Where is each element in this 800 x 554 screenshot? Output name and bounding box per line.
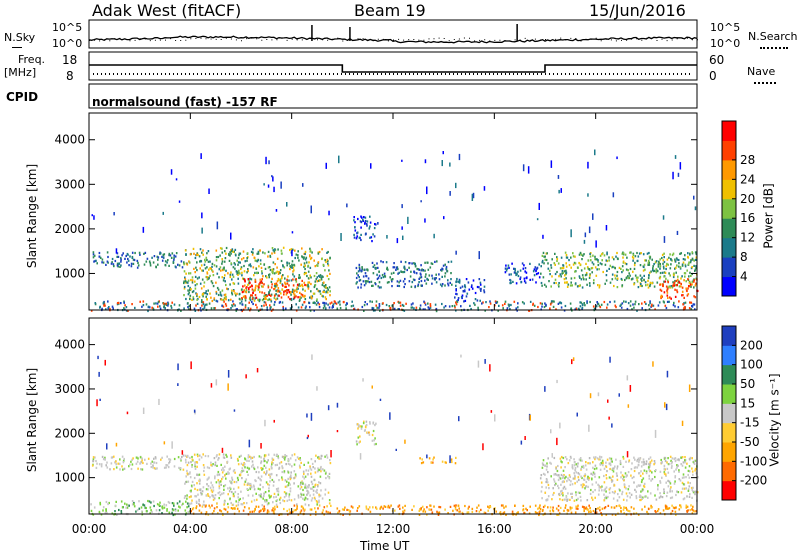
power-colorbar-seg-0 [722, 276, 736, 297]
nsky-label: N.Sky [4, 31, 36, 44]
power-colorbar-seg-1 [722, 257, 736, 278]
nsearch-trace [89, 37, 698, 42]
date-title: 15/Jun/2016 [589, 1, 686, 20]
nsky-trace [88, 35, 698, 44]
nsky-legend-line [12, 47, 22, 48]
power-colorbar-seg-6 [722, 159, 736, 180]
velocity-heatmap-cells [90, 354, 699, 517]
power-ytick-label-1: 2000 [54, 222, 85, 236]
velocity-colorbar-label-3: 15 [740, 396, 755, 410]
nsearch-label: N.Search [748, 30, 798, 43]
nsky-panel-frame [88, 19, 698, 49]
velocity-colorbar-seg-8 [722, 326, 736, 346]
power-colorbar-seg-7 [722, 140, 736, 161]
cpid-panel-frame [88, 83, 698, 109]
velocity-colorbar-frame [721, 325, 737, 501]
power-colorbar-seg-4 [722, 198, 736, 219]
nave-tick-bottom: 0 [709, 69, 717, 83]
power-colorbar-label-1: 8 [740, 250, 748, 264]
velocity-colorbar-seg-4 [722, 403, 736, 424]
freq-trace [89, 64, 697, 73]
power-colorbar-label-0: 4 [740, 270, 748, 284]
xtick-label-6: 00:00 [680, 522, 715, 536]
power-colorbar-seg-5 [722, 179, 736, 200]
velocity-colorbar-seg-3 [722, 422, 736, 443]
velocity-colorbar-label-7: -200 [740, 474, 767, 488]
power-ytick-label-2: 3000 [54, 177, 85, 191]
xtick-label-0: 00:00 [72, 522, 107, 536]
cpid-label: CPID [6, 90, 39, 104]
power-colorbar-seg-3 [722, 218, 736, 239]
power-colorbar-label-6: 28 [740, 153, 755, 167]
velocity-colorbar-seg-0 [722, 480, 736, 501]
nsearch-tick-bottom: 10^0 [710, 37, 741, 50]
freq-panel-frame [88, 51, 698, 81]
velocity-colorbar-label-0: 200 [740, 338, 763, 352]
velocity-colorbar-seg-5 [722, 384, 736, 404]
velocity-panel-frame [88, 317, 698, 515]
freq-tick-top: 18 [62, 53, 78, 67]
power-colorbar-seg-8 [722, 121, 736, 141]
velocity-colorbar-seg-2 [722, 442, 736, 462]
nsky-tick-top: 10^5 [52, 21, 83, 34]
power-heatmap-cells [90, 149, 699, 313]
power-colorbar-label-5: 24 [740, 172, 755, 186]
power-colorbar-label-4: 20 [740, 192, 755, 206]
power-colorbar-seg-2 [722, 237, 736, 258]
nave-tick-top: 60 [709, 53, 725, 67]
xtick-label-5: 20:00 [578, 522, 613, 536]
velocity-colorbar-label-2: 50 [740, 377, 755, 391]
power-colorbar-label-2: 12 [740, 231, 755, 245]
xtick-label-4: 16:00 [477, 522, 512, 536]
nave-legend-line [754, 82, 776, 84]
freq-tick-bottom: 8 [66, 69, 74, 83]
velocity-ytick-label-3: 4000 [54, 338, 85, 352]
station-title: Adak West (fitACF) [92, 1, 242, 20]
beam-title: Beam 19 [354, 1, 426, 20]
power-ytick-label-3: 4000 [54, 133, 85, 147]
x-axis-title: Time UT [360, 539, 410, 553]
power-ytick-label-0: 1000 [54, 266, 85, 280]
nsearch-tick-top: 10^5 [710, 21, 741, 34]
velocity-ytick-label-2: 3000 [54, 382, 85, 396]
velocity-colorbar-label-5: -50 [740, 435, 760, 449]
xtick-label-1: 04:00 [173, 522, 208, 536]
power-colorbar-frame [721, 120, 737, 297]
velocity-colorbar-seg-7 [722, 345, 736, 366]
nave-label: Nave [747, 65, 776, 78]
velocity-colorbar-seg-1 [722, 461, 736, 482]
nsearch-legend-line [760, 47, 788, 49]
velocity-colorbar-label-4: -15 [740, 416, 760, 430]
xtick-label-2: 08:00 [274, 522, 309, 536]
velocity-colorbar-seg-6 [722, 364, 736, 385]
freq-label: Freq. [18, 53, 46, 66]
nsky-tick-bottom: 10^0 [52, 37, 83, 50]
velocity-colorbar-label-1: 100 [740, 358, 763, 372]
freq-unit-label: [MHz] [4, 66, 37, 79]
cpid-program: normalsound (fast) -157 RF [92, 95, 278, 109]
power-colorbar-label-3: 16 [740, 211, 755, 225]
velocity-ytick-label-1: 2000 [54, 426, 85, 440]
xtick-label-3: 12:00 [376, 522, 411, 536]
velocity-colorbar-label-6: -100 [740, 454, 767, 468]
velocity-ytick-label-0: 1000 [54, 471, 85, 485]
